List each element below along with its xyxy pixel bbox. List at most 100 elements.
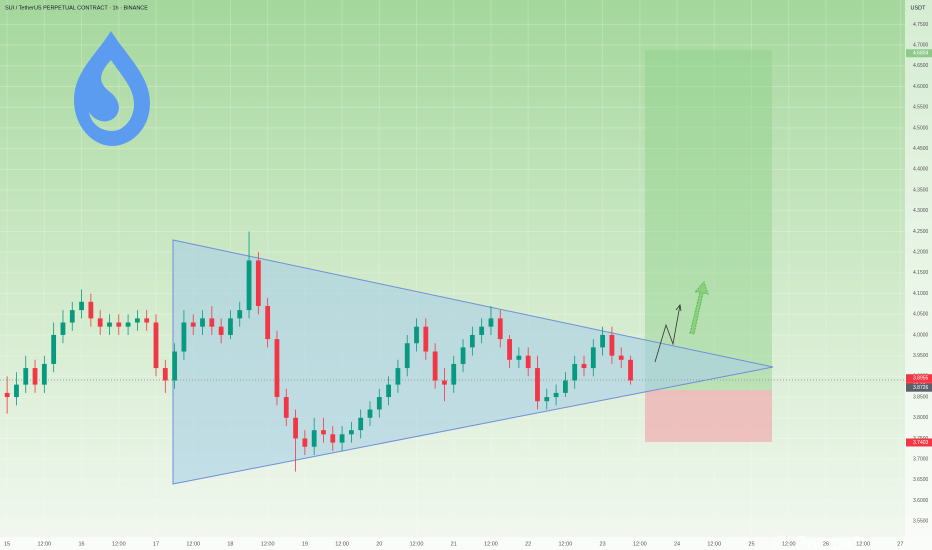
y-tick-label: 4.1500 bbox=[913, 270, 929, 276]
candle-body bbox=[255, 260, 261, 306]
price-label-box bbox=[906, 438, 932, 447]
y-tick-label: 4.3500 bbox=[913, 187, 929, 193]
x-tick-label: 12:00 bbox=[37, 541, 51, 547]
candle-body bbox=[618, 355, 624, 360]
candle-body bbox=[432, 351, 438, 381]
x-tick-label: 16 bbox=[79, 541, 85, 547]
candle-body bbox=[404, 343, 410, 369]
candle-body bbox=[265, 305, 271, 340]
x-tick-label: 12:00 bbox=[633, 541, 647, 547]
candle-body bbox=[302, 438, 308, 447]
x-tick-label: 12:00 bbox=[261, 541, 275, 547]
candle-body bbox=[488, 318, 494, 327]
price-label-box bbox=[906, 49, 932, 58]
candle-body bbox=[562, 380, 568, 393]
candle-body bbox=[479, 326, 485, 335]
candle-body bbox=[88, 301, 94, 319]
candle-body bbox=[395, 368, 401, 385]
arrow-head bbox=[675, 304, 682, 312]
candle-body bbox=[32, 368, 38, 385]
candle-body bbox=[116, 322, 122, 327]
candle-body bbox=[628, 359, 633, 381]
y-tick-label: 4.4000 bbox=[913, 167, 929, 173]
x-tick-label: 12:00 bbox=[112, 541, 126, 547]
price-label: 4.6804 bbox=[913, 51, 929, 57]
candle-body bbox=[51, 334, 57, 364]
candle-body bbox=[497, 318, 503, 340]
price-label-box bbox=[906, 374, 932, 383]
y-tick-label: 4.6500 bbox=[913, 63, 929, 69]
price-label: 3.8955 bbox=[913, 376, 929, 382]
y-tick-label: 3.8000 bbox=[913, 415, 929, 421]
y-tick-label: 4.5000 bbox=[913, 125, 929, 131]
candle-body bbox=[553, 392, 559, 398]
candle-body bbox=[200, 318, 205, 327]
candle-body bbox=[386, 384, 392, 398]
x-tick-label: 19 bbox=[302, 541, 308, 547]
candle-body bbox=[153, 322, 159, 369]
x-tick-label: 12:00 bbox=[856, 541, 870, 547]
candle-body bbox=[535, 368, 540, 402]
x-tick-label: 12:00 bbox=[335, 541, 349, 547]
candle-body bbox=[469, 334, 475, 348]
x-tick-label: 20 bbox=[376, 541, 382, 547]
y-tick-label: 4.4500 bbox=[913, 146, 929, 152]
candle-body bbox=[348, 430, 354, 435]
candle-body bbox=[330, 434, 336, 443]
y-tick-label: 3.7000 bbox=[913, 456, 929, 462]
candle-body bbox=[23, 368, 29, 385]
candle-body bbox=[125, 322, 131, 327]
candle-body bbox=[609, 334, 615, 356]
candle-body bbox=[525, 355, 531, 369]
x-tick-label: 23 bbox=[600, 541, 606, 547]
y-tick-label: 3.6000 bbox=[913, 498, 929, 504]
x-tick-label: 12:00 bbox=[484, 541, 498, 547]
y-tick-label: 4.2000 bbox=[913, 249, 929, 255]
x-tick-label: 26 bbox=[823, 541, 829, 547]
candle-body bbox=[144, 318, 150, 323]
candle-body bbox=[228, 318, 233, 335]
y-tick-label: 4.7000 bbox=[913, 42, 929, 48]
candle-body bbox=[358, 417, 364, 431]
axes: 3.55003.60003.65003.70003.75003.80003.85… bbox=[4, 22, 932, 547]
candle-body bbox=[283, 397, 289, 418]
candle-body bbox=[134, 318, 140, 323]
sui-logo bbox=[74, 31, 150, 146]
price-label-box bbox=[906, 383, 932, 392]
candle-body bbox=[572, 363, 578, 381]
candle-body bbox=[311, 430, 317, 447]
candle-body bbox=[4, 392, 10, 398]
x-tick-label: 25 bbox=[748, 541, 754, 547]
y-tick-label: 4.5500 bbox=[913, 105, 929, 111]
candle-body bbox=[246, 260, 252, 311]
price-label: 3.7403 bbox=[913, 440, 929, 446]
y-tick-label: 4.3000 bbox=[913, 208, 929, 214]
candle-body bbox=[423, 326, 429, 352]
candle-body bbox=[162, 368, 168, 381]
candle-body bbox=[414, 326, 419, 344]
y-tick-label: 3.9500 bbox=[913, 353, 929, 359]
y-tick-label: 3.5500 bbox=[913, 519, 929, 525]
candle-body bbox=[41, 363, 47, 385]
candle-body bbox=[442, 380, 447, 385]
price-axis-panel bbox=[905, 0, 932, 550]
candle-body bbox=[600, 334, 606, 348]
candle-body bbox=[460, 347, 466, 364]
x-tick-label: 21 bbox=[451, 541, 457, 547]
y-tick-label: 3.8500 bbox=[913, 394, 929, 400]
candle-body bbox=[516, 355, 522, 360]
candle-body bbox=[97, 318, 103, 327]
candle-body bbox=[367, 409, 373, 418]
x-tick-label: 17 bbox=[153, 541, 159, 547]
candle-body bbox=[451, 363, 457, 385]
candle-body bbox=[507, 339, 512, 360]
y-tick-label: 4.1000 bbox=[913, 291, 929, 297]
candle-body bbox=[190, 322, 196, 327]
x-tick-label: 18 bbox=[227, 541, 233, 547]
candle-body bbox=[376, 397, 382, 410]
x-tick-label: 12:00 bbox=[559, 541, 573, 547]
candle-body bbox=[209, 318, 215, 327]
x-tick-label: 15 bbox=[4, 541, 10, 547]
candle-body bbox=[218, 326, 224, 335]
